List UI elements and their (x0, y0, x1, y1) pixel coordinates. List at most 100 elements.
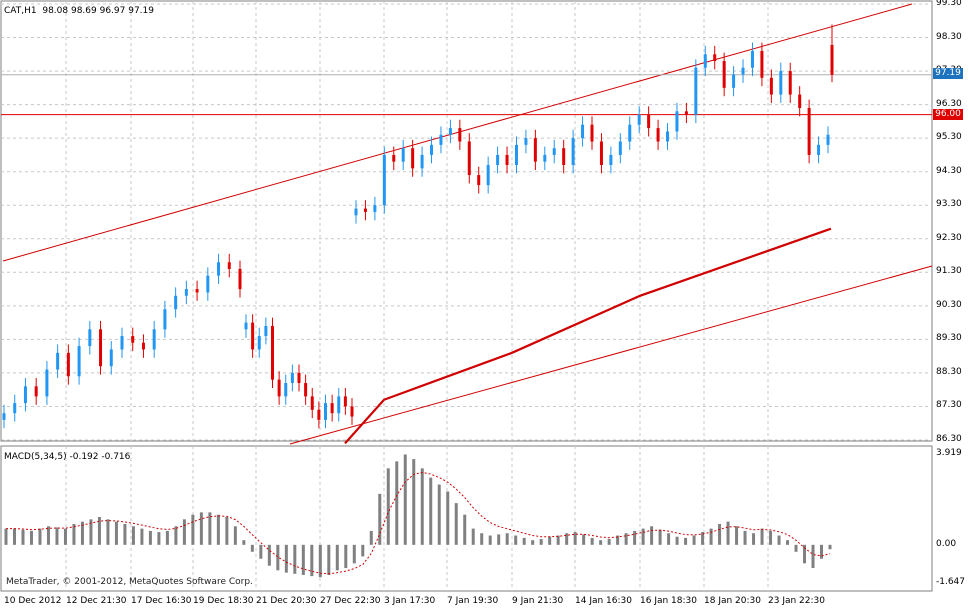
candle-body (599, 141, 603, 165)
candle-body (618, 141, 622, 155)
macd-bar (769, 530, 773, 545)
chart-header: CAT,H1 98.08 98.69 96.97 97.19 (4, 6, 154, 16)
macd-bar (735, 526, 739, 545)
candle-body (817, 144, 821, 155)
macd-bar (140, 528, 144, 545)
macd-bar (157, 532, 161, 545)
macd-bar (361, 544, 365, 557)
macd-bar (378, 493, 382, 545)
price-tick-label: 94.30 (936, 165, 962, 176)
candle-body (317, 409, 321, 420)
candle-body (496, 154, 500, 165)
macd-bar (811, 544, 815, 569)
signal-line (6, 471, 831, 575)
candle-body (581, 124, 585, 139)
candle-body (798, 94, 802, 108)
macd-bar (182, 519, 186, 545)
macd-tick-label: -1.647 (936, 577, 966, 587)
candle-body (120, 336, 124, 350)
candle-body (251, 322, 255, 350)
candle-body (430, 144, 434, 155)
macd-bar (505, 533, 509, 545)
candle-body (99, 329, 103, 367)
candle-body (184, 289, 188, 296)
candle-body (174, 295, 178, 310)
channel-upper-line (2, 3, 913, 262)
candle-body (788, 71, 792, 95)
macd-bar (352, 544, 356, 564)
candle-body (543, 154, 547, 162)
candle-body (524, 138, 528, 145)
time-tick-label: 23 Jan 22:30 (768, 596, 825, 606)
candle-body (826, 134, 830, 145)
horizontal-line-96[interactable] (1, 74, 932, 116)
time-tick-label: 14 Jan 16:30 (575, 596, 632, 606)
candle-body (684, 111, 688, 115)
candle-body (769, 77, 773, 95)
candle-body (666, 131, 670, 142)
candle-body (373, 205, 377, 212)
time-tick-label: 17 Dec 16:30 (131, 596, 192, 606)
macd-bar (650, 526, 654, 545)
macd-bar (259, 544, 263, 559)
macd-bar (4, 528, 8, 545)
time-tick-label: 7 Jan 19:30 (447, 596, 499, 606)
price-tick-label: 91.30 (936, 266, 962, 277)
price-tick-label: 99.30 (936, 0, 962, 8)
current-price-tag: 97.19 (933, 68, 963, 79)
candle-body (2, 413, 6, 420)
candle-body (722, 61, 726, 88)
macd-bar (565, 533, 569, 545)
symbol-timeframe: CAT,H1 (4, 6, 37, 16)
macd-bar (828, 544, 832, 550)
candle-body (779, 71, 783, 95)
price-tick-label: 87.30 (936, 400, 962, 411)
macd-bar (12, 528, 16, 545)
macd-bar (80, 521, 84, 545)
candle-body (271, 325, 274, 380)
candle-body (363, 208, 367, 212)
macd-bar (148, 530, 152, 545)
candle-body (486, 164, 490, 186)
candle-body (141, 342, 145, 350)
macd-bar (743, 530, 747, 545)
macd-bar (488, 535, 492, 545)
candle-body (703, 54, 707, 68)
candle-body (195, 289, 199, 293)
macd-bar (701, 532, 705, 545)
macd-bar (522, 537, 526, 545)
macd-bar (310, 544, 314, 577)
macd-bar (174, 526, 178, 545)
macd-signal-line (6, 471, 831, 575)
macd-bar (403, 454, 407, 545)
candle-body (109, 349, 113, 367)
candle-body (330, 403, 334, 414)
candle-body (310, 396, 314, 410)
candle-body (284, 382, 288, 397)
macd-bar (55, 527, 59, 545)
macd-bar (803, 544, 807, 564)
trend-channel[interactable] (2, 3, 933, 445)
time-tick-label: 10 Dec 2012 (4, 596, 62, 606)
channel-lower-line (289, 265, 933, 445)
macd-bar (335, 544, 339, 571)
time-tick-label: 19 Dec 18:30 (193, 596, 254, 606)
price-tick-label: 92.30 (936, 232, 962, 243)
candle-body (45, 369, 49, 397)
candle-body (830, 44, 834, 75)
candle-body (277, 379, 281, 397)
macd-bar (106, 519, 110, 545)
macd-bar (752, 533, 756, 545)
macd-bar (548, 536, 552, 545)
candle-body (477, 175, 481, 186)
macd-bar (38, 528, 42, 545)
macd-bar (514, 535, 518, 545)
candle-body (505, 154, 509, 165)
macd-bar (284, 544, 288, 573)
macd-bar (692, 535, 696, 545)
candle-body (163, 309, 167, 330)
candle-body (713, 54, 717, 62)
candle-body (533, 138, 537, 162)
macd-bar (675, 536, 679, 545)
